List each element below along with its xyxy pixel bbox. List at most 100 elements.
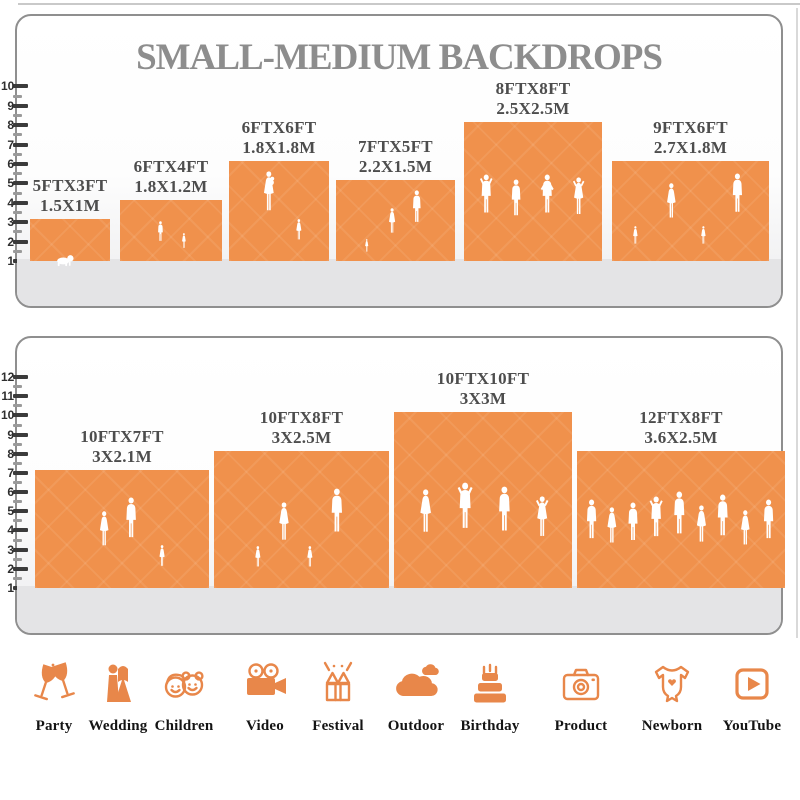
category-label: Outdoor — [387, 718, 445, 734]
category-outdoor: Outdoor — [370, 660, 462, 735]
category-label: Children — [154, 718, 214, 734]
ruler-half-tick — [13, 500, 22, 504]
ruler-number: 12 — [1, 370, 15, 385]
backdrop-size-m: 3X2.1M — [92, 446, 152, 466]
backdrop-size-m: 1.5X1M — [40, 196, 100, 216]
ruler-tick — [13, 103, 28, 108]
category-video: Video — [219, 660, 311, 735]
ruler-half-tick — [13, 114, 22, 117]
ruler-number: 3 — [7, 542, 14, 557]
backdrop-size-ft: 12FTX8FT — [639, 407, 723, 427]
silhouette-woman — [176, 233, 192, 271]
ruler-tick — [13, 566, 28, 571]
outer-frame-right-line — [796, 8, 798, 638]
category-birthday: Birthday — [444, 660, 536, 735]
ruler-tick — [13, 142, 28, 147]
category-wedding: Wedding — [72, 660, 164, 735]
backdrop-size-ft: 10FTX8FT — [259, 407, 344, 427]
category-label: Product — [554, 718, 608, 734]
backdrop-label: 12FTX8FT 3.6X2.5M — [639, 408, 723, 448]
backdrop-rect — [35, 469, 209, 588]
backdrop-size-m: 3X3M — [459, 389, 507, 409]
backdrop-size-ft: 5FTX3FT — [32, 176, 108, 196]
ruler-tick — [13, 432, 28, 437]
ruler-number: 4 — [7, 523, 14, 538]
backdrop-9ftx6ft: 9FTX6FT 2.7X1.8M — [612, 118, 769, 261]
category-label: YouTube — [722, 718, 782, 734]
category-youtube: YouTube — [706, 660, 798, 735]
ruler-number: 1 — [7, 581, 14, 595]
ruler-half-tick — [13, 423, 22, 427]
category-children: Children — [138, 660, 230, 735]
ruler-half-tick — [13, 385, 22, 389]
backdrop-label: 6FTX4FT 1.8X1.2M — [134, 157, 209, 197]
silhouette-baby — [52, 248, 89, 271]
ruler-half-tick — [13, 442, 22, 446]
floor-strip — [17, 259, 781, 306]
ruler-tick — [13, 200, 28, 205]
ruler-tick — [13, 509, 28, 514]
silhouette-man — [314, 488, 360, 598]
ruler-number: 8 — [7, 118, 14, 133]
youtube-icon — [728, 660, 776, 708]
backdrop-5ftx3ft: 5FTX3FT 1.5X1M — [30, 176, 110, 267]
backdrop-6ftx4ft: 6FTX4FT 1.8X1.2M — [120, 157, 222, 261]
ruler-number: 4 — [7, 195, 14, 210]
backdrop-rect — [30, 219, 110, 261]
children-icon — [160, 660, 208, 708]
page-title: SMALL-MEDIUM BACKDROPS — [136, 37, 663, 78]
backdrop-size-ft: 6FTX4FT — [133, 156, 209, 176]
ruler-half-tick — [13, 461, 22, 465]
ruler-half-tick — [13, 481, 22, 485]
ruler-number: 2 — [7, 234, 14, 249]
backdrop-size-m: 1.8X1.2M — [134, 176, 208, 196]
backdrop-size-ft: 8FTX8FT — [495, 79, 571, 99]
ruler-half-tick — [13, 133, 22, 137]
silhouette-woman — [694, 226, 713, 271]
backdrop-size-m: 2.7X1.8M — [653, 137, 728, 157]
category-label: Newborn — [641, 718, 703, 734]
ruler-tick — [13, 413, 28, 418]
silhouette-man — [748, 499, 789, 598]
newborn-icon — [648, 660, 696, 708]
category-label: Birthday — [460, 718, 520, 734]
ruler-tick — [13, 181, 28, 186]
category-row: Party Wedding Children Video Festival Outdoor… — [0, 660, 800, 770]
ruler-number: 2 — [7, 561, 14, 576]
panel-large: 1 2 3 4 5 6 7 8 9 10 11 12 10FTX7FT 3X2.1M 10FTX8FT 3X… — [1, 336, 785, 635]
backdrop-size-ft: 7FTX5FT — [358, 137, 433, 157]
ruler-number: 5 — [7, 176, 14, 191]
backdrop-label: 10FTX8FT 3X2.5M — [260, 408, 344, 448]
outer-frame-top-line — [18, 3, 800, 5]
category-product: Product — [535, 660, 627, 735]
ruler-half-tick — [13, 152, 22, 156]
ruler-half-tick — [13, 94, 22, 98]
ruler-half-tick — [13, 172, 22, 176]
silhouette-woman-up — [521, 496, 563, 598]
silhouette-woman-baby — [248, 171, 290, 271]
ruler-tick — [13, 451, 28, 456]
ruler-tick — [13, 123, 28, 128]
category-festival: Festival — [292, 660, 384, 735]
silhouette-man — [110, 497, 152, 598]
ruler-number: 5 — [7, 504, 14, 519]
ruler-number: 8 — [7, 446, 14, 461]
product-icon — [557, 660, 605, 708]
silhouette-woman — [264, 502, 304, 598]
backdrop-label: 5FTX3FT 1.5X1M — [33, 176, 108, 216]
ruler-tick — [13, 239, 28, 244]
ruler-tick — [13, 528, 28, 533]
ruler-half-tick — [13, 249, 22, 253]
backdrop-rect — [120, 199, 222, 261]
silhouette-woman — [151, 545, 173, 598]
backdrop-8ftx8ft: 8FTX8FT 2.5X2.5M — [464, 79, 602, 261]
ruler-tick — [13, 470, 28, 475]
backdrop-size-ft: 9FTX6FT — [653, 117, 728, 137]
ruler-number: 1 — [7, 254, 14, 268]
ruler-number: 10 — [1, 79, 15, 94]
backdrop-label: 7FTX5FT 2.2X1.5M — [358, 137, 433, 177]
ruler-half-tick — [13, 191, 22, 195]
backdrop-10ftx10ft: 10FTX10FT 3X3M — [394, 369, 572, 588]
backdrop-7ftx5ft: 7FTX5FT 2.2X1.5M — [336, 137, 455, 261]
ruler-tick — [13, 220, 28, 225]
